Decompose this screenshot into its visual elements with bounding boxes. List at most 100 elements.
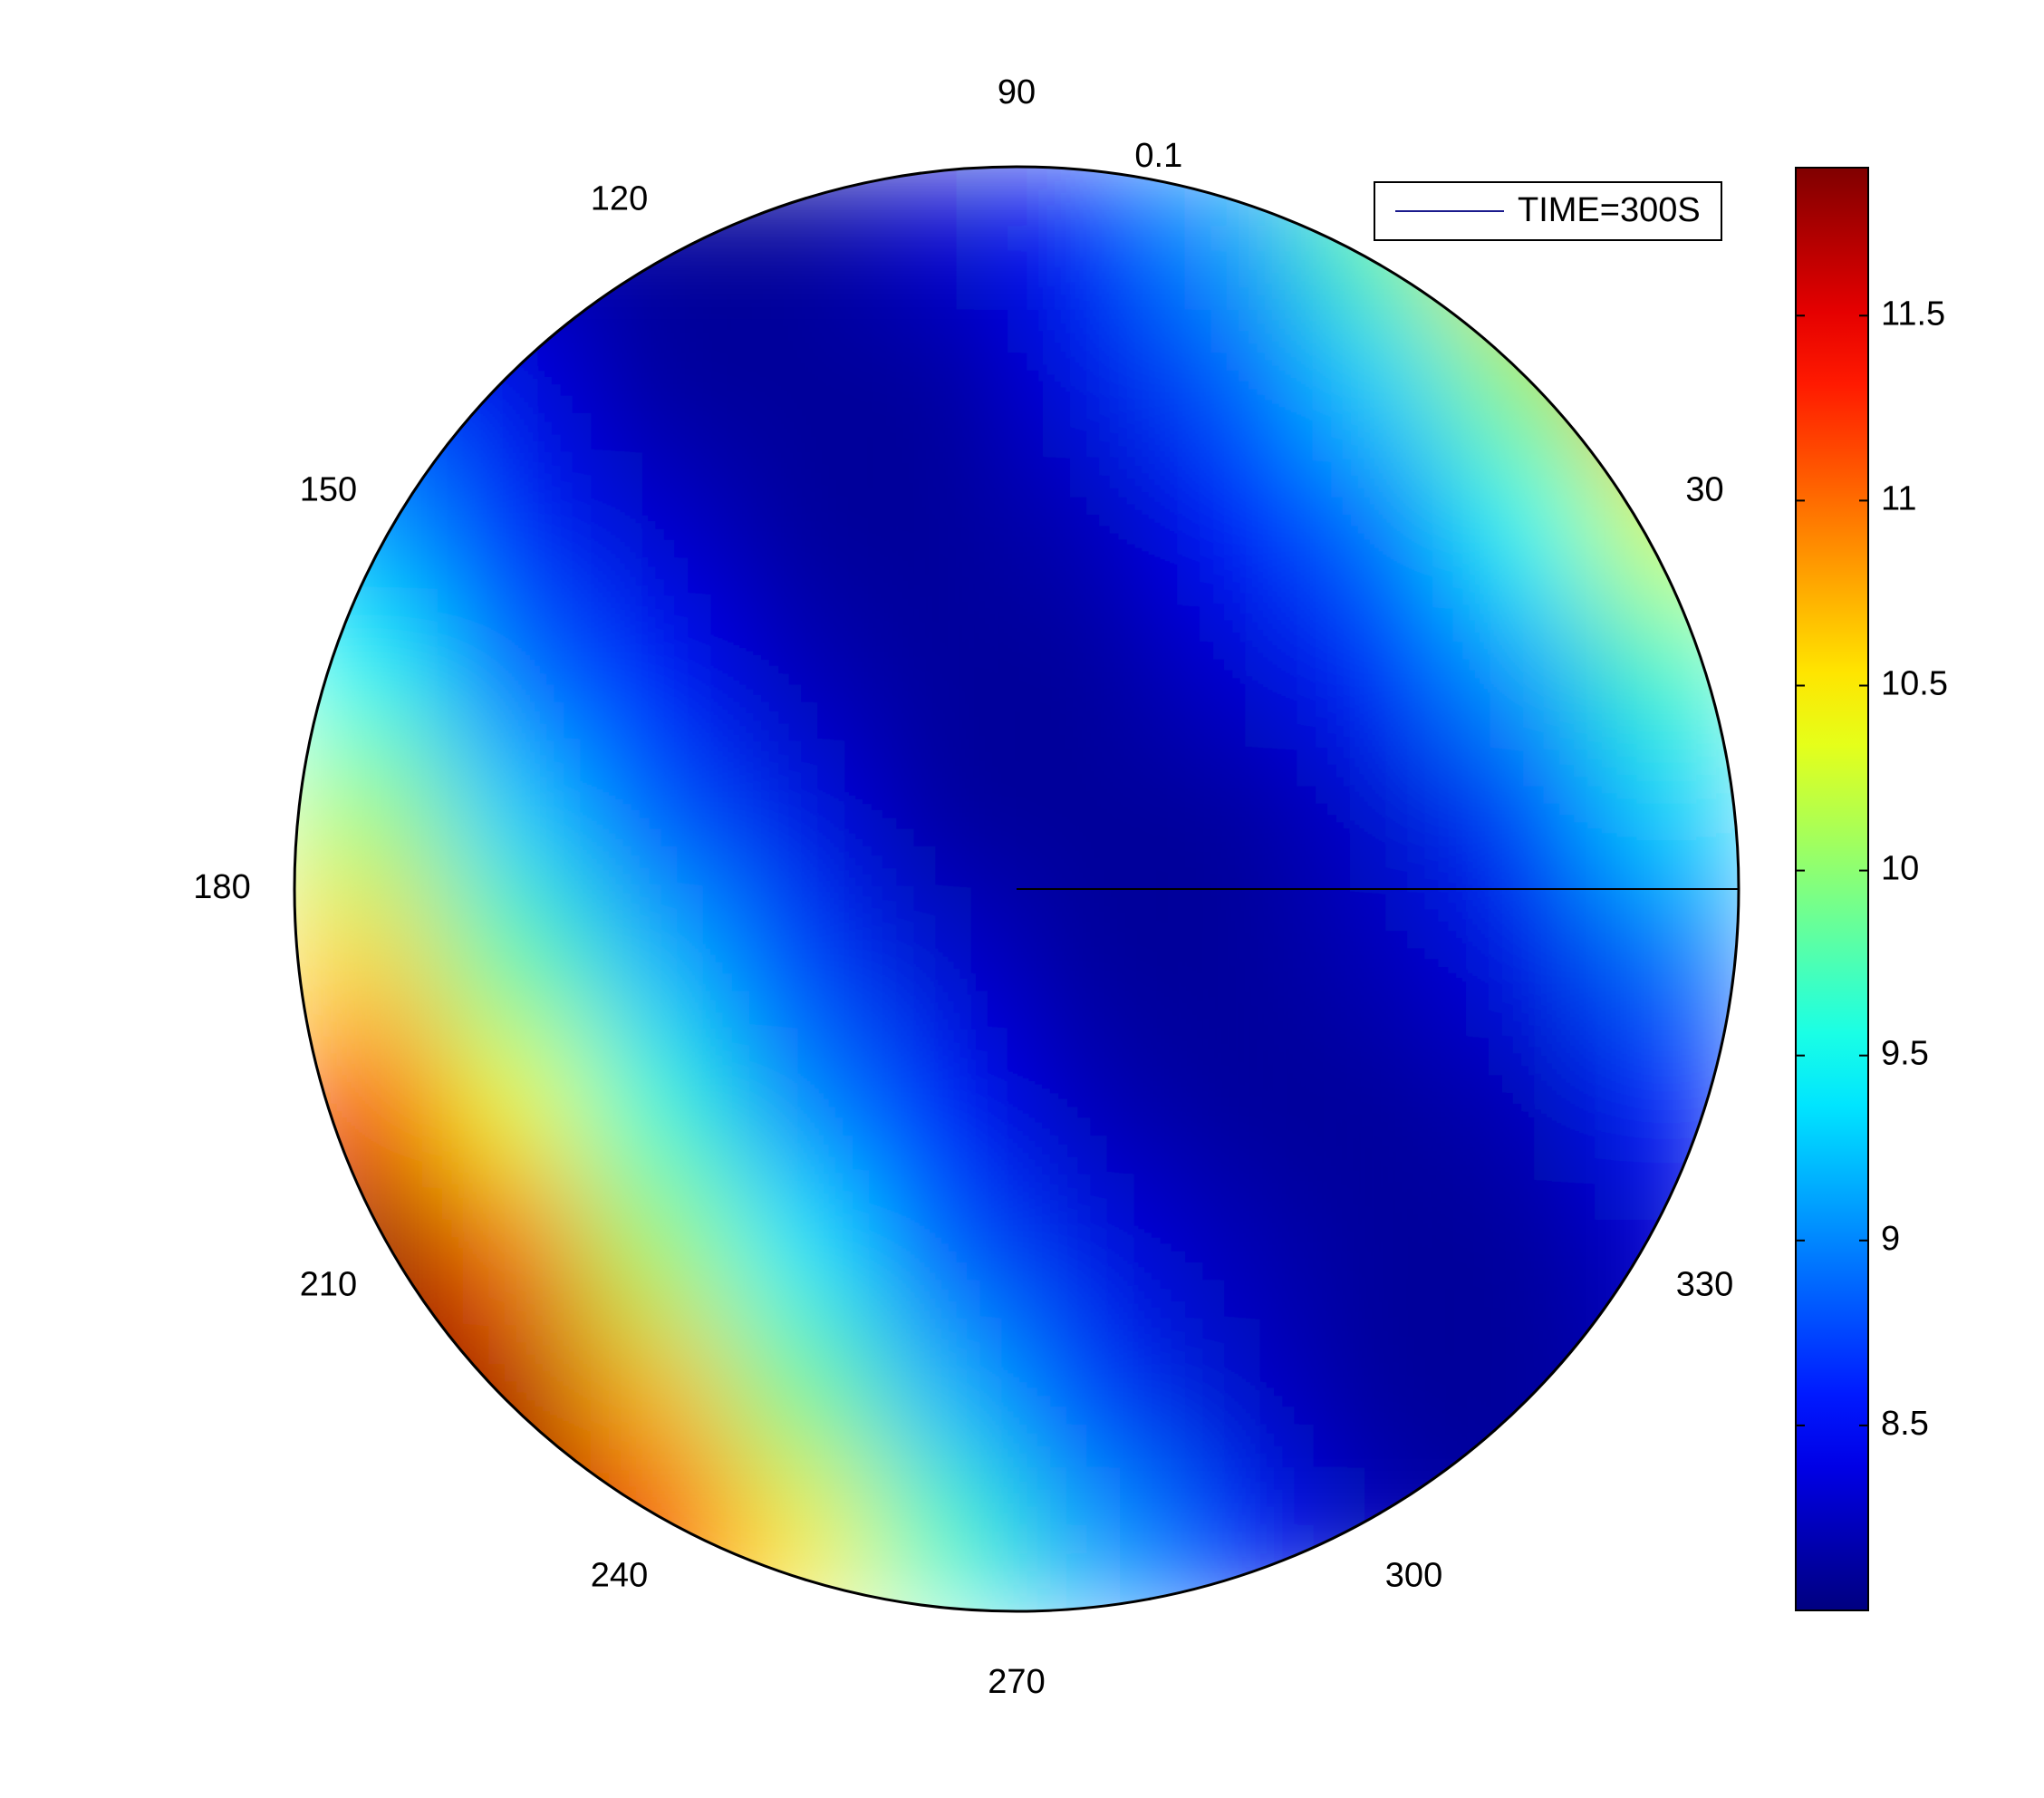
contour-cell <box>294 1032 439 1179</box>
contour-cell <box>583 888 728 1034</box>
colorbar-tick-label: 8.5 <box>1881 1405 1929 1443</box>
contour-cell <box>727 1177 873 1323</box>
contour-cell <box>1160 888 1306 1034</box>
contour-cell <box>294 310 439 457</box>
contour-cell <box>1594 310 1739 457</box>
contour-cell <box>583 744 728 890</box>
contour-cell <box>1016 744 1162 890</box>
colorbar-tick-label: 10 <box>1881 850 1919 888</box>
contour-cell <box>727 455 873 601</box>
contour-cell <box>583 1321 728 1468</box>
contour-cell <box>294 1321 439 1468</box>
contour-cell <box>1305 888 1451 1034</box>
angle-tick-label: 150 <box>300 471 357 509</box>
polar-frame <box>293 165 1740 1613</box>
contour-cell <box>1594 888 1739 1034</box>
radial-tick-label: 0.1 <box>1134 137 1182 175</box>
contour-cell <box>1160 1177 1306 1323</box>
colorbar-tick-label: 11 <box>1881 479 1916 517</box>
contour-cell <box>1305 744 1451 890</box>
contour-cell <box>438 1321 584 1468</box>
legend-label: TIME=300S <box>1518 191 1701 229</box>
contour-cell <box>294 744 439 890</box>
contour-cell <box>1449 455 1596 601</box>
contour-cell <box>727 599 873 746</box>
contour-cell <box>1016 888 1162 1034</box>
contour-cell <box>1016 1466 1162 1611</box>
contour-cell <box>583 599 728 746</box>
contour-cell <box>1449 888 1596 1034</box>
contour-cell <box>438 455 584 601</box>
contour-cell <box>1016 1321 1162 1468</box>
contour-cell <box>872 888 1017 1034</box>
contour-cell <box>1160 1466 1306 1611</box>
angle-tick-label: 240 <box>591 1557 648 1595</box>
contour-cell <box>1449 310 1596 457</box>
contour-cell <box>294 1466 439 1611</box>
contour-cell <box>1160 744 1306 890</box>
contour-cell <box>872 167 1017 312</box>
contour-cell <box>1305 599 1451 746</box>
legend: TIME=300S <box>1374 181 1722 241</box>
angle-tick-label: 210 <box>300 1266 357 1304</box>
angle-tick-label: 330 <box>1676 1266 1733 1304</box>
colorbar-tick-label: 10.5 <box>1881 665 1948 703</box>
contour-cell <box>438 1466 584 1611</box>
contour-cell <box>727 744 873 890</box>
contour-cell <box>1305 1032 1451 1179</box>
contour-cell <box>294 888 439 1034</box>
angle-tick-label: 270 <box>988 1663 1045 1701</box>
contour-cell <box>1016 167 1162 312</box>
contour-cell <box>438 888 584 1034</box>
contour-cell <box>727 1032 873 1179</box>
angle-tick-label: 180 <box>193 868 250 906</box>
contour-cell <box>1160 167 1306 312</box>
contour-cell <box>1160 1032 1306 1179</box>
contour-cell <box>438 1177 584 1323</box>
contour-cell <box>872 744 1017 890</box>
contour-cell <box>1016 1177 1162 1323</box>
contour-cell <box>438 744 584 890</box>
contour-cell <box>872 1321 1017 1468</box>
contour-cell <box>1160 1321 1306 1468</box>
contour-cell <box>583 310 728 457</box>
contour-cell <box>1449 1321 1596 1468</box>
contour-cell <box>727 1321 873 1468</box>
angle-tick-label: 300 <box>1385 1557 1442 1595</box>
contour-cell <box>1594 1032 1739 1179</box>
contour-cell <box>1160 455 1306 601</box>
contour-cell <box>1449 1466 1596 1611</box>
contour-cell <box>1016 310 1162 457</box>
contour-cell <box>294 167 439 312</box>
contour-cell <box>1305 455 1451 601</box>
contour-cell <box>1449 599 1596 746</box>
contour-cell <box>872 1177 1017 1323</box>
angle-tick-label: 30 <box>1685 471 1723 509</box>
contour-cell <box>1449 1177 1596 1323</box>
colorbar <box>1795 167 1869 1611</box>
contour-cell <box>1594 1466 1739 1611</box>
contour-cell <box>1160 599 1306 746</box>
contour-cell <box>1594 744 1739 890</box>
colorbar-tick-label: 11.5 <box>1881 295 1945 333</box>
colorbar-tick-label: 9 <box>1881 1220 1900 1258</box>
contour-cell <box>872 455 1017 601</box>
contour-cell <box>438 310 584 457</box>
contour-cell <box>1305 310 1451 457</box>
contour-cell <box>438 167 584 312</box>
contour-cell <box>1305 1321 1451 1468</box>
contour-cell <box>872 310 1017 457</box>
contour-cell <box>1016 1032 1162 1179</box>
contour-cell <box>1016 455 1162 601</box>
contour-cell <box>294 599 439 746</box>
contour-cell <box>872 1032 1017 1179</box>
contour-cell <box>438 599 584 746</box>
contour-cell <box>583 1032 728 1179</box>
contour-cell <box>727 1466 873 1611</box>
contour-cell <box>872 599 1017 746</box>
contour-cell <box>727 167 873 312</box>
contour-cell <box>1594 599 1739 746</box>
colorbar-tick-label: 9.5 <box>1881 1035 1929 1073</box>
contour-cell <box>727 888 873 1034</box>
